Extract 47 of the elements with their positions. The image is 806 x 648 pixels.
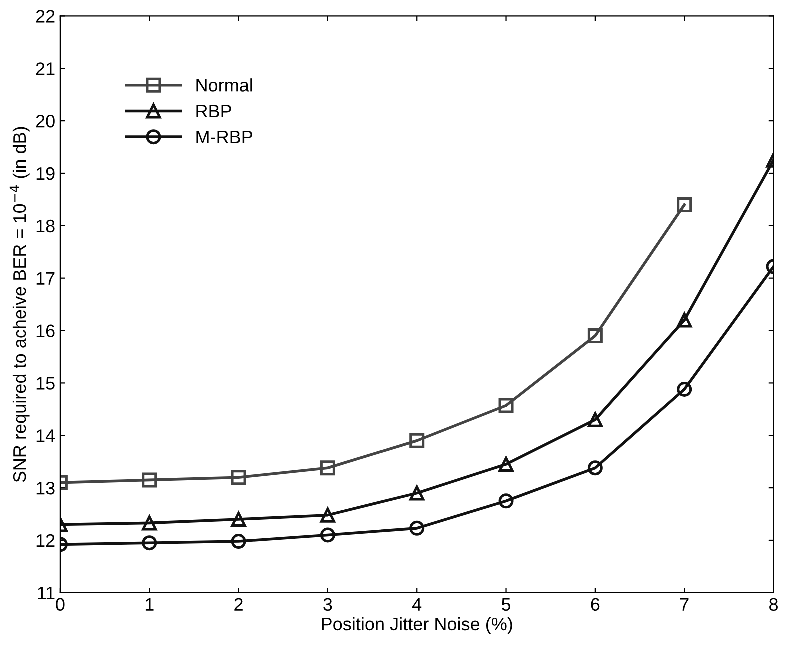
x-tick-label: 3 [324,598,332,612]
point [677,312,692,328]
y-tick-label: 16 [36,324,55,338]
point [231,470,246,486]
point [320,528,336,543]
y-axis-title: SNR required to acheive BER = 10$^{−4}$ (in dB) [10,127,30,482]
point [498,456,514,472]
y-tick-label: 21 [36,62,55,76]
y-tick-label: 14 [36,430,56,442]
point [410,520,425,536]
point [320,460,336,476]
point [142,472,158,488]
x-tick-label: 2 [234,598,243,611]
x-tick-label: 7 [680,598,689,611]
point [498,494,514,509]
point [498,398,514,414]
x-tick-label: 1 [146,598,154,611]
point [410,486,425,501]
x-tick-label: 6 [591,598,600,612]
x-axis-title: Position Jitter Noise (%) [322,617,512,634]
point [677,197,692,212]
legend-label: RBP [196,105,232,118]
x-tick-label: 8 [770,598,778,612]
y-tick-label: 19 [36,167,55,180]
point [231,512,246,528]
point [588,328,603,344]
legend-label: Normal [196,78,252,92]
point [142,516,158,531]
x-tick-label: 5 [502,598,511,612]
y-tick-label: 18 [36,220,55,233]
y-tick-label: 12 [36,534,55,548]
point [588,412,603,428]
point [320,508,336,523]
point [677,382,692,397]
legend-label: M-RBP [196,130,252,144]
point [410,433,425,448]
y-tick-label: 15 [36,377,55,390]
x-tick-label: 0 [56,598,65,612]
y-tick-label: 20 [36,114,55,128]
y-tick-label: 22 [36,10,55,23]
y-tick-label: 13 [36,482,55,495]
x-tick-label: 4 [412,598,422,611]
point [231,534,246,550]
point [142,536,158,551]
y-tick-label: 17 [36,272,55,285]
point [588,460,603,476]
y-tick-label: 11 [38,587,55,600]
